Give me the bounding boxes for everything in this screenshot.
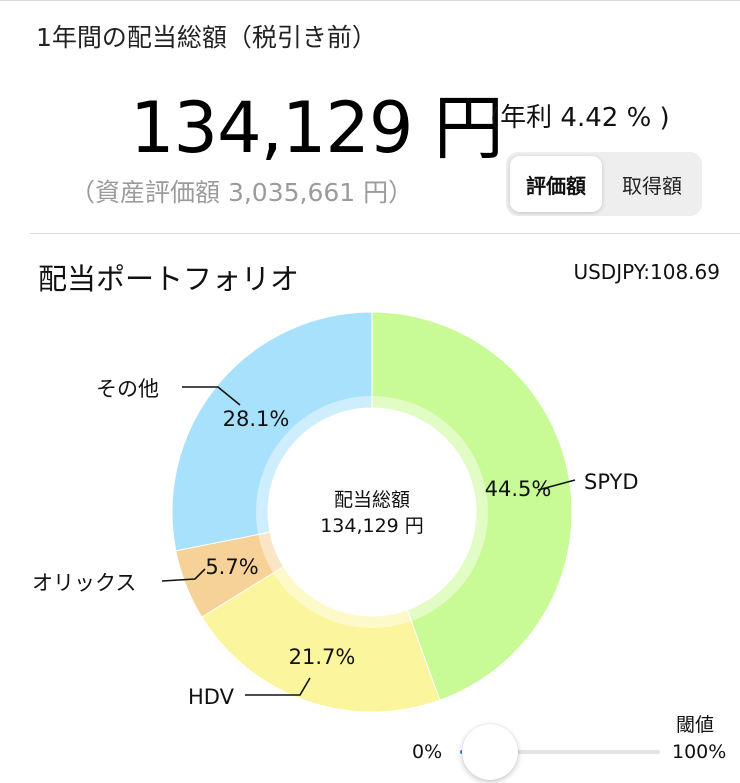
- leader-line-1: [245, 677, 311, 696]
- dividend-summary-title: 1年間の配当総額（税引き前）: [36, 23, 377, 52]
- total-dividend-amount: 134,129 円: [130, 87, 504, 169]
- toggle-option-acquisition-cost[interactable]: 取得額: [622, 173, 682, 198]
- valuation-basis-toggle[interactable]: 評価額 取得額: [506, 152, 702, 216]
- section-divider: [30, 233, 740, 234]
- threshold-label: 閾値: [676, 714, 715, 736]
- toggle-option-market-value[interactable]: 評価額: [510, 156, 602, 212]
- leader-line-0: [537, 479, 576, 491]
- donut-slice-3[interactable]: [171, 311, 373, 552]
- slice-percent-label-0: 44.5%: [485, 477, 552, 501]
- chart-center-label: 配当総額: [334, 489, 410, 511]
- annual-yield: (年利 4.42 % ): [490, 103, 670, 133]
- portfolio-title: 配当ポートフォリオ: [38, 262, 300, 296]
- asset-valuation: （資産評価額 3,035,661 円）: [70, 178, 414, 207]
- slice-percent-label-1: 21.7%: [289, 645, 356, 669]
- top-divider: [0, 0, 740, 1]
- threshold-min-label: 0%: [412, 741, 443, 763]
- donut-slices: [171, 311, 573, 713]
- slice-percent-label-3: 28.1%: [223, 407, 290, 431]
- slice-name-label-1: HDV: [188, 685, 235, 709]
- donut-leader-lines: [161, 386, 576, 696]
- leader-line-3: [182, 386, 241, 406]
- slice-name-label-3: その他: [96, 377, 159, 401]
- slice-name-label-0: SPYD: [584, 470, 639, 494]
- leader-line-2: [161, 568, 206, 582]
- threshold-slider-thumb[interactable]: [462, 724, 518, 780]
- slice-name-label-2: オリックス: [32, 571, 136, 595]
- donut-slice-1[interactable]: [201, 565, 441, 713]
- donut-labels: 44.5% SPYD 21.7% HDV 5.7% オリックス 28.1% その他: [32, 377, 639, 709]
- threshold-max-label: 100%: [672, 741, 727, 763]
- chart-center-value: 134,129 円: [320, 515, 424, 537]
- inner-ring-highlight: [256, 396, 488, 628]
- donut-slice-0[interactable]: [371, 311, 573, 701]
- slice-percent-label-2: 5.7%: [205, 555, 258, 579]
- exchange-rate: USDJPY:108.69: [573, 260, 720, 284]
